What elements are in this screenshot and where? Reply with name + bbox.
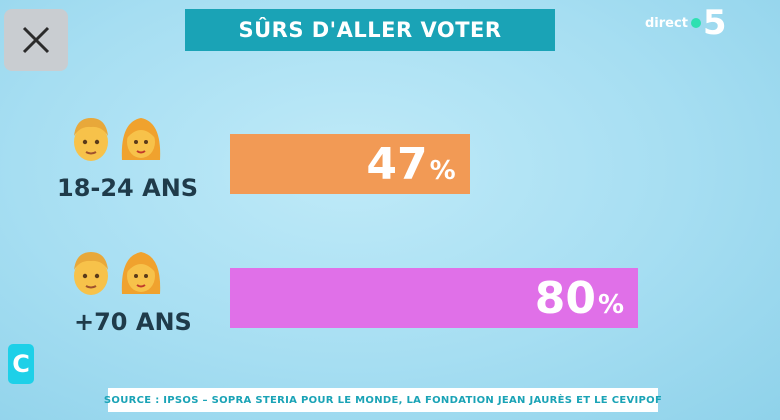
faces-young bbox=[68, 112, 164, 164]
bar-unit-old: % bbox=[597, 290, 624, 320]
bar-value-young: 47 bbox=[366, 138, 428, 190]
man-emoji-icon bbox=[74, 118, 108, 161]
bar-young: 47 % bbox=[230, 134, 470, 194]
bar-value-old: 80 bbox=[534, 272, 596, 324]
source-footnote: SOURCE : IPSOS – SOPRA STERIA POUR LE MO… bbox=[104, 388, 662, 412]
channel-number: 5 bbox=[702, 3, 727, 43]
faces-old bbox=[68, 246, 164, 298]
category-label-old: +70 ANS bbox=[74, 308, 192, 336]
channel-logo: direct 5 bbox=[645, 6, 727, 40]
woman-emoji-icon bbox=[121, 118, 161, 160]
live-dot bbox=[690, 18, 701, 28]
side-logo: C bbox=[8, 344, 34, 384]
man-emoji-icon bbox=[74, 252, 108, 295]
woman-emoji-icon bbox=[121, 252, 161, 294]
bar-old: 80 % bbox=[230, 268, 638, 328]
bar-unit-young: % bbox=[429, 156, 456, 186]
close-icon bbox=[22, 26, 50, 54]
channel-direct-label: direct bbox=[645, 15, 688, 31]
category-label-young: 18-24 ANS bbox=[57, 174, 199, 202]
chart-title: SÛRS D'ALLER VOTER bbox=[185, 9, 555, 51]
close-button[interactable] bbox=[4, 9, 68, 71]
